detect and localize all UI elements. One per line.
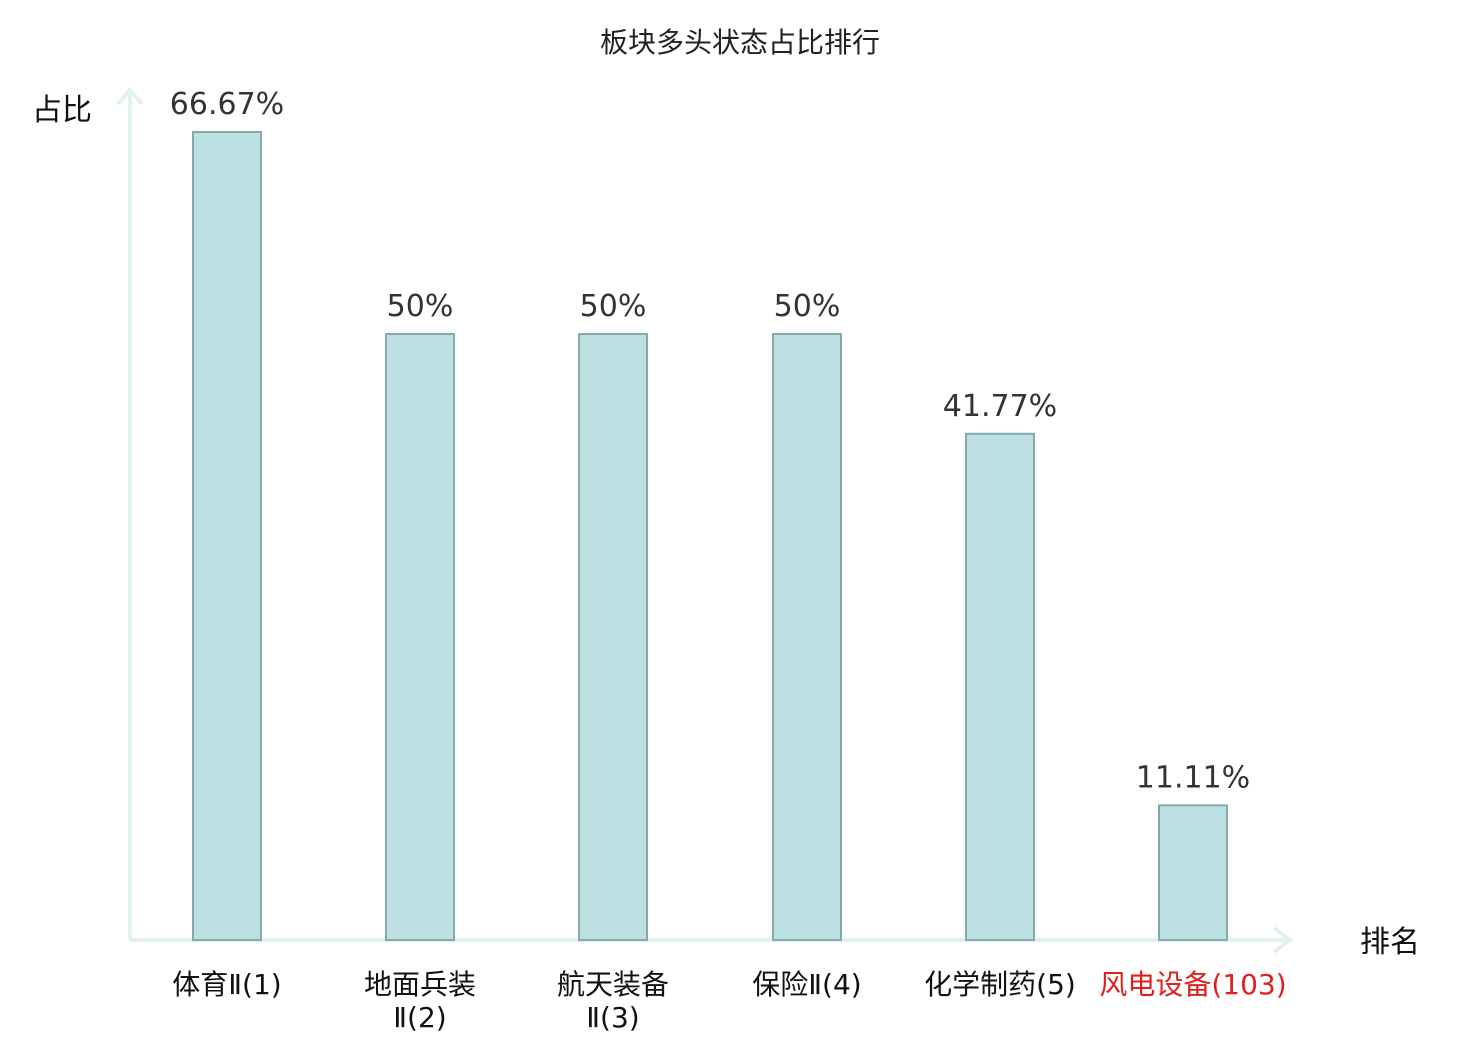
category-tick-label: Ⅱ(2) xyxy=(393,1001,446,1034)
category-tick-label: 地面兵装 xyxy=(364,968,476,1001)
bar xyxy=(772,333,842,942)
category-tick-label: 保险Ⅱ(4) xyxy=(752,968,861,1001)
bar xyxy=(192,131,262,941)
category-tick-label: 风电设备(103) xyxy=(1099,968,1286,1001)
data-label: 66.67% xyxy=(170,87,284,122)
value-labels-group: 66.67% 50% 50% 50% 41.77% 11.11% xyxy=(170,87,1250,795)
bar xyxy=(1158,804,1228,941)
bar xyxy=(578,333,648,942)
data-label: 11.11% xyxy=(1136,760,1250,795)
category-tick-label: 体育Ⅱ(1) xyxy=(172,968,281,1001)
category-tick-label: 化学制药(5) xyxy=(924,968,1076,1001)
x-axis-label: 排名 xyxy=(1360,925,1420,960)
x-axis xyxy=(130,926,1294,954)
y-axis xyxy=(116,86,144,940)
bar xyxy=(965,432,1035,941)
y-axis-label: 占比 xyxy=(32,93,92,128)
data-label: 50% xyxy=(387,289,454,324)
data-label: 41.77% xyxy=(943,389,1057,424)
chart-title: 板块多头状态占比排行 xyxy=(600,26,880,59)
category-tick-label: 航天装备 xyxy=(557,968,669,1001)
data-label: 50% xyxy=(774,289,841,324)
category-tick-label: Ⅱ(3) xyxy=(586,1001,639,1034)
bar xyxy=(385,333,455,942)
data-label: 50% xyxy=(580,289,647,324)
bars-group xyxy=(192,131,1228,942)
